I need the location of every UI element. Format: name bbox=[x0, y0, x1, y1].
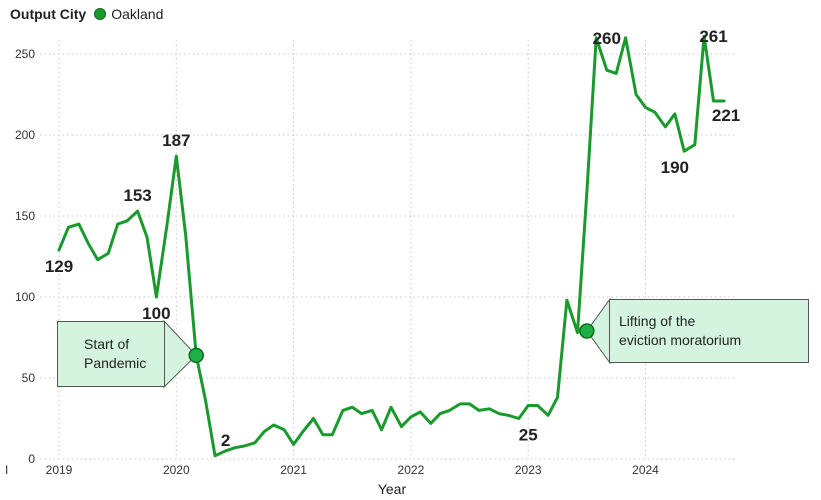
y-tick-label: 50 bbox=[22, 371, 36, 385]
x-tick-label: 2019 bbox=[46, 463, 73, 477]
callout-moratorium-line1: Lifting of the bbox=[619, 313, 696, 330]
y-tick-label: 250 bbox=[15, 47, 35, 61]
x-tick-label: 2023 bbox=[515, 463, 542, 477]
grid-lines bbox=[40, 40, 735, 460]
callout-moratorium-line2: eviction moratorium bbox=[619, 332, 742, 348]
callout-pandemic-line2: Pandemic bbox=[84, 355, 147, 371]
data-label: 153 bbox=[123, 186, 151, 205]
callout-pandemic-line1: Start of bbox=[84, 336, 130, 353]
data-label: 221 bbox=[712, 106, 740, 125]
marker-start-of-pandemic bbox=[188, 347, 204, 364]
data-labels: 129 153 100 187 2 25 260 190 261 221 bbox=[45, 27, 740, 450]
x-tick-label: 2022 bbox=[398, 463, 425, 477]
event-markers bbox=[188, 323, 595, 364]
y-tick-label: 0 bbox=[28, 452, 35, 466]
series-line-oakland bbox=[57, 34, 726, 458]
callout-start-of-pandemic: Start of Pandemic bbox=[57, 321, 165, 387]
data-label: 25 bbox=[519, 426, 538, 445]
data-label: 100 bbox=[142, 304, 170, 323]
callout-connectors bbox=[163, 297, 611, 389]
legend-series-name: Oakland bbox=[111, 6, 164, 22]
data-label: 260 bbox=[593, 29, 621, 48]
y-tick-label: 200 bbox=[15, 128, 35, 142]
data-label: 129 bbox=[45, 257, 73, 276]
y-axis-ticks: 0 50 100 150 200 250 bbox=[15, 47, 35, 466]
stray-tick-mark: I bbox=[5, 463, 8, 477]
series-group bbox=[57, 34, 726, 458]
x-tick-label: 2024 bbox=[632, 463, 659, 477]
data-label: 2 bbox=[221, 431, 230, 450]
x-tick-label: 2020 bbox=[163, 463, 190, 477]
x-axis-title: Year bbox=[378, 481, 407, 497]
data-label: 190 bbox=[661, 158, 689, 177]
chart-legend: Output City Oakland bbox=[10, 4, 163, 24]
callout-lifting-eviction-moratorium: Lifting of the eviction moratorium bbox=[609, 299, 809, 363]
data-label: 187 bbox=[162, 131, 190, 150]
data-label: 261 bbox=[699, 27, 727, 46]
x-axis-ticks: 2019 2020 2021 2022 2023 2024 bbox=[46, 463, 660, 477]
y-tick-label: 100 bbox=[15, 290, 35, 304]
marker-lifting-eviction-moratorium bbox=[579, 323, 595, 339]
y-tick-label: 150 bbox=[15, 209, 35, 223]
legend-series-marker bbox=[94, 8, 107, 20]
legend-title: Output City bbox=[10, 6, 87, 22]
x-tick-label: 2021 bbox=[280, 463, 307, 477]
